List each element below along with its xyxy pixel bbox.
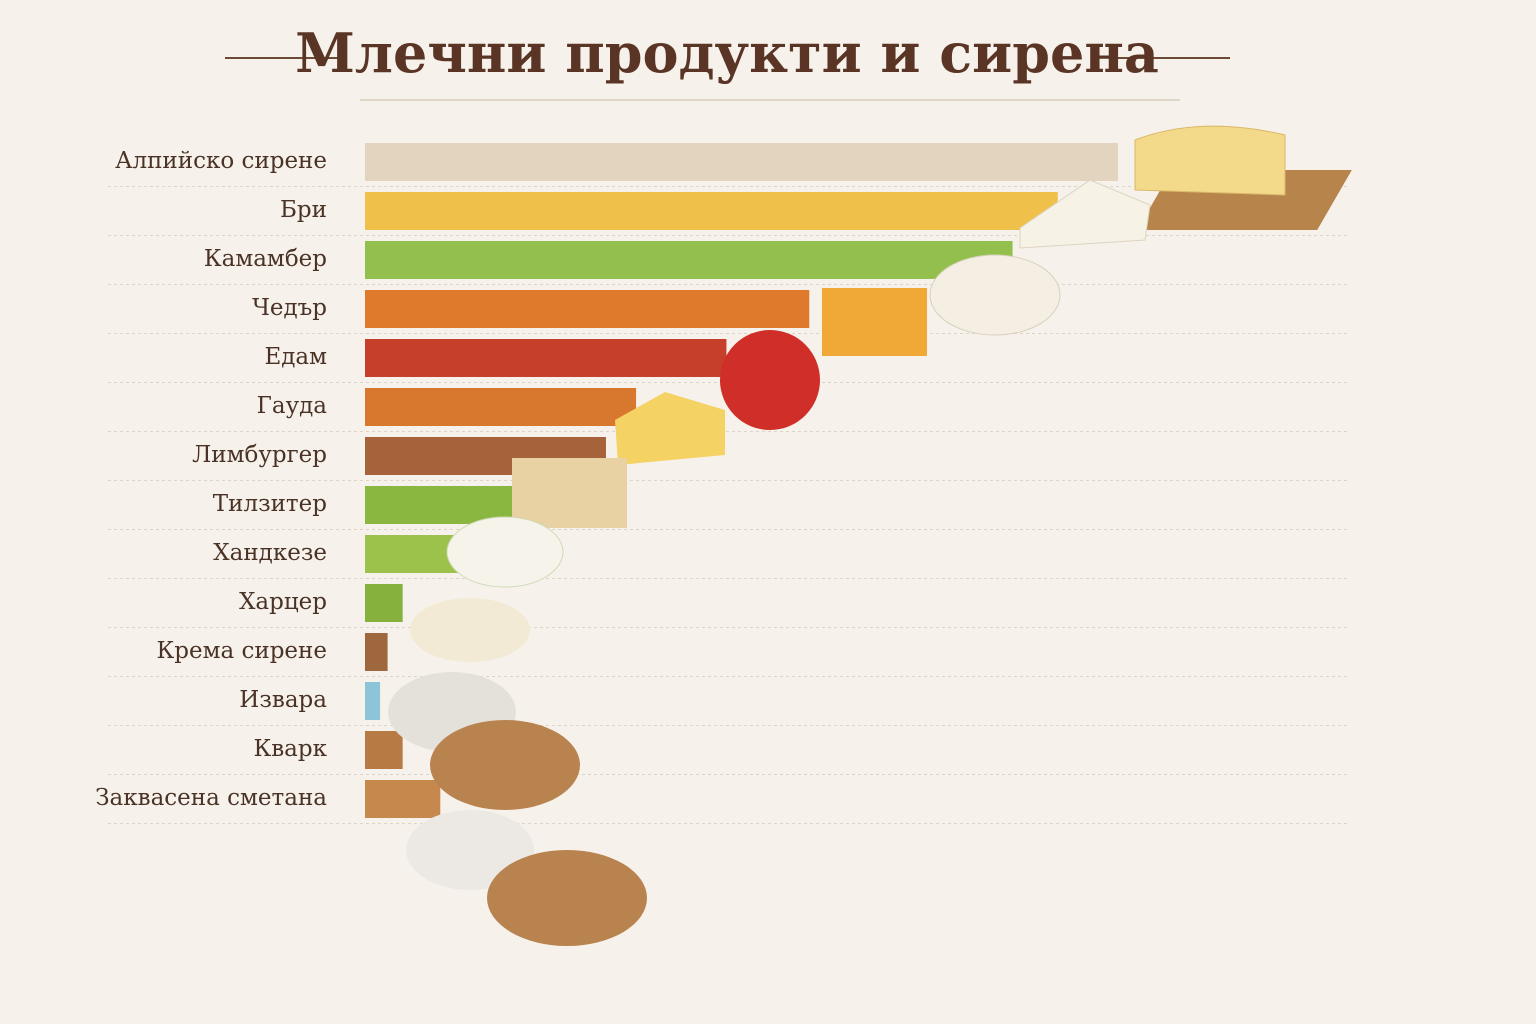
chart-title: Млечни продукти и сирена xyxy=(295,21,1159,85)
category-label: Алпийско сирене xyxy=(115,148,327,174)
category-label: Едам xyxy=(264,344,327,370)
harzer xyxy=(410,598,530,662)
bar xyxy=(365,584,403,622)
category-label: Крема сирене xyxy=(156,638,327,664)
category-label: Извара xyxy=(239,687,327,713)
handkase xyxy=(446,516,564,588)
edam xyxy=(720,330,820,430)
category-label: Чедър xyxy=(252,295,327,321)
bar xyxy=(365,731,403,769)
camembert xyxy=(929,254,1061,336)
gouda xyxy=(615,392,725,465)
bar xyxy=(365,682,381,720)
bar xyxy=(365,780,441,818)
bar xyxy=(365,143,1118,181)
bowl xyxy=(406,810,534,890)
cheese-wedge xyxy=(1134,125,1286,196)
category-label: Камамбер xyxy=(204,246,327,272)
bar xyxy=(365,241,1013,279)
category-label: Тилзитер xyxy=(213,491,327,517)
rows: Алпийско сирене Бри Камамбер Чедър Едам Гауда… xyxy=(95,143,1350,824)
category-label: Бри xyxy=(280,197,327,223)
cheddar xyxy=(822,288,927,356)
limburger xyxy=(512,458,627,528)
bar xyxy=(365,388,637,426)
category-label: Кварк xyxy=(253,736,327,762)
category-label: Гауда xyxy=(257,393,328,419)
bowl xyxy=(430,720,580,810)
category-label: Хандкезе xyxy=(213,540,327,566)
category-label: Харцер xyxy=(239,589,327,615)
category-label: Лимбургер xyxy=(192,442,327,468)
brie xyxy=(1019,179,1151,249)
decoration xyxy=(388,125,1352,946)
bar xyxy=(365,633,388,671)
bar xyxy=(365,339,727,377)
bowl xyxy=(487,850,647,946)
bar xyxy=(365,290,810,328)
category-label: Заквасена сметана xyxy=(95,785,327,811)
bar xyxy=(365,192,1058,230)
